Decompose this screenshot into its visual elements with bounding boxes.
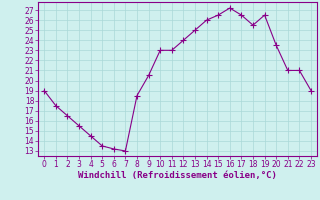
X-axis label: Windchill (Refroidissement éolien,°C): Windchill (Refroidissement éolien,°C) bbox=[78, 171, 277, 180]
